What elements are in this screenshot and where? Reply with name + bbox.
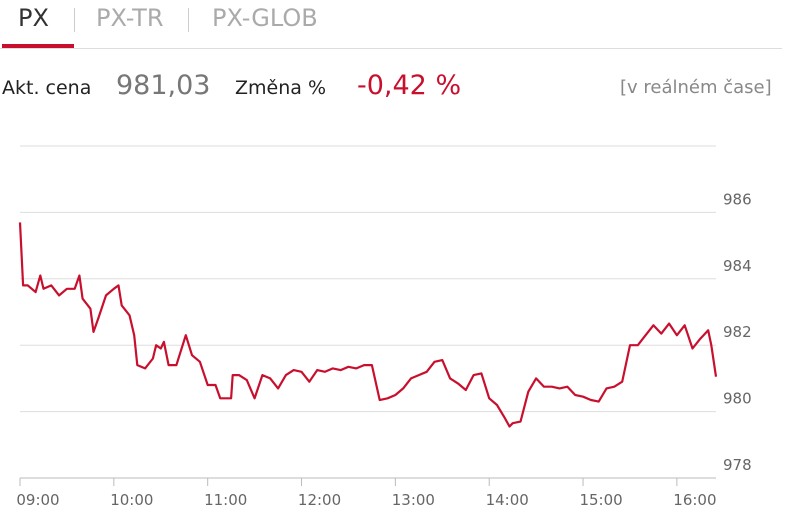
x-tick-label: 11:00 xyxy=(204,491,247,509)
tab[interactable]: PX-TR xyxy=(96,4,164,32)
separator xyxy=(188,8,189,32)
x-tick-label: 10:00 xyxy=(110,491,153,509)
tab-underline xyxy=(2,44,74,48)
x-tick-label: 14:00 xyxy=(486,491,529,509)
price-line xyxy=(18,222,718,428)
change: -0,42 % xyxy=(357,70,462,101)
x-tick-label: 13:00 xyxy=(392,491,435,509)
x-tick-label: 16:00 xyxy=(673,491,716,509)
x-tick-label: 09:00 xyxy=(16,491,59,509)
y-tick-label: 980 xyxy=(723,390,752,408)
x-tick-label: 12:00 xyxy=(298,491,341,509)
x-tick-label: 15:00 xyxy=(579,491,622,509)
change-label: Změna % xyxy=(235,77,326,99)
y-tick-label: 984 xyxy=(723,257,752,275)
realtime-note: [v reálném čase] xyxy=(620,77,772,98)
tab-bar: PX PX-TR PX-GLOB xyxy=(0,0,782,49)
price: 981,03 xyxy=(116,70,211,101)
separator xyxy=(74,8,75,32)
price-label: Akt. cena xyxy=(2,77,92,99)
tab[interactable]: PX xyxy=(18,4,49,32)
tab[interactable]: PX-GLOB xyxy=(212,4,318,32)
y-tick-label: 986 xyxy=(723,190,752,208)
y-tick-label: 982 xyxy=(723,323,752,341)
y-tick-label: 978 xyxy=(723,456,752,474)
